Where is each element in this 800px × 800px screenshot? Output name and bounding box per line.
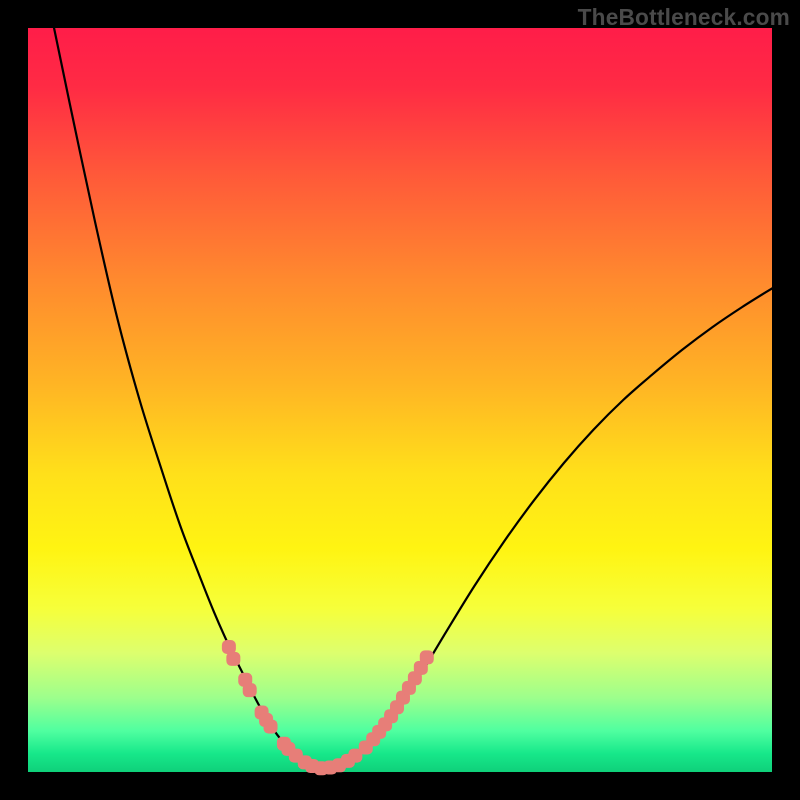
- highlight-dot: [264, 720, 278, 734]
- highlight-dot: [222, 640, 236, 654]
- chart-container: TheBottleneck.com: [0, 0, 800, 800]
- bottleneck-chart-svg: [0, 0, 800, 800]
- highlight-dot: [226, 652, 240, 666]
- highlight-dot: [420, 650, 434, 664]
- watermark-text: TheBottleneck.com: [578, 4, 790, 31]
- highlight-dot: [243, 683, 257, 697]
